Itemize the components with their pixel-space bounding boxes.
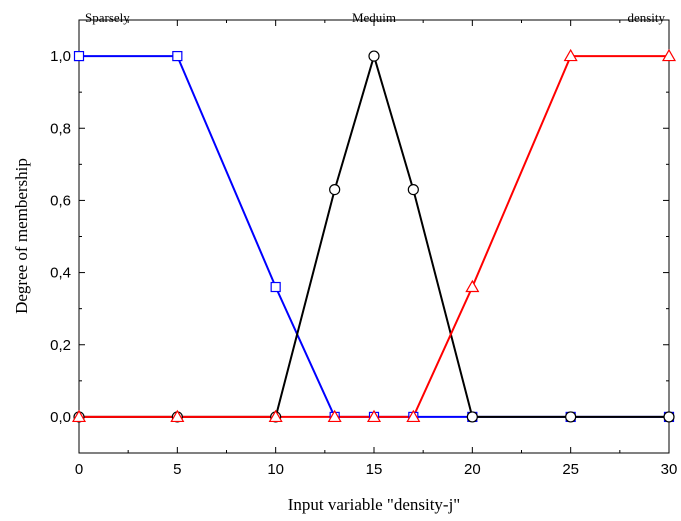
point-marker-sparsely (73, 50, 85, 62)
point-marker-density (327, 409, 342, 423)
y-tick-label: 0,6 (50, 192, 71, 209)
point-marker-medium (565, 411, 577, 423)
point-marker-sparsely (270, 281, 281, 293)
point-marker-density (465, 279, 480, 293)
top-label-medium: Meduim (352, 10, 396, 25)
point-marker-medium (663, 411, 675, 423)
x-tick-label: 5 (173, 461, 181, 478)
labels-layer: 0 5 10 15 20 25 30 0,0 0,2 0,4 0,6 0,8 1,0 Sparsely Me… (50, 10, 677, 478)
point-marker-medium (407, 183, 419, 196)
series-line-density (79, 55, 669, 418)
top-label-sparsely: Sparsely (85, 10, 130, 25)
x-tick-label: 25 (562, 461, 579, 478)
series-line-medium (79, 52, 669, 418)
plot-frame (78, 19, 670, 454)
axes-layer (78, 19, 670, 454)
point-marker-density (406, 409, 421, 423)
point-marker-density (170, 409, 185, 423)
y-tick-label: 0,4 (50, 265, 71, 282)
y-axis-title: Degree of membership (12, 158, 31, 314)
x-tick-label: 30 (661, 461, 678, 478)
x-tick-label: 20 (464, 461, 481, 478)
y-tick-label: 0,2 (50, 337, 71, 354)
top-label-density: density (627, 10, 665, 25)
series-layer (71, 48, 677, 423)
x-tick-label: 15 (366, 461, 383, 478)
x-axis-title: Input variable "density-j" (288, 495, 461, 514)
x-tick-label: 0 (75, 461, 83, 478)
point-marker-density (661, 48, 677, 62)
point-marker-medium (466, 411, 478, 423)
point-marker-medium (368, 50, 380, 62)
point-marker-density (366, 409, 382, 423)
point-marker-density (563, 48, 578, 62)
series-line-sparsely (79, 55, 669, 418)
point-marker-medium (329, 183, 341, 196)
y-tick-label: 0,8 (50, 120, 71, 137)
x-tick-label: 10 (267, 461, 284, 478)
point-marker-density (71, 409, 87, 423)
point-marker-density (268, 409, 283, 423)
y-tick-label: 1,0 (50, 48, 71, 65)
y-tick-label: 0,0 (50, 409, 71, 426)
point-marker-sparsely (172, 50, 183, 62)
